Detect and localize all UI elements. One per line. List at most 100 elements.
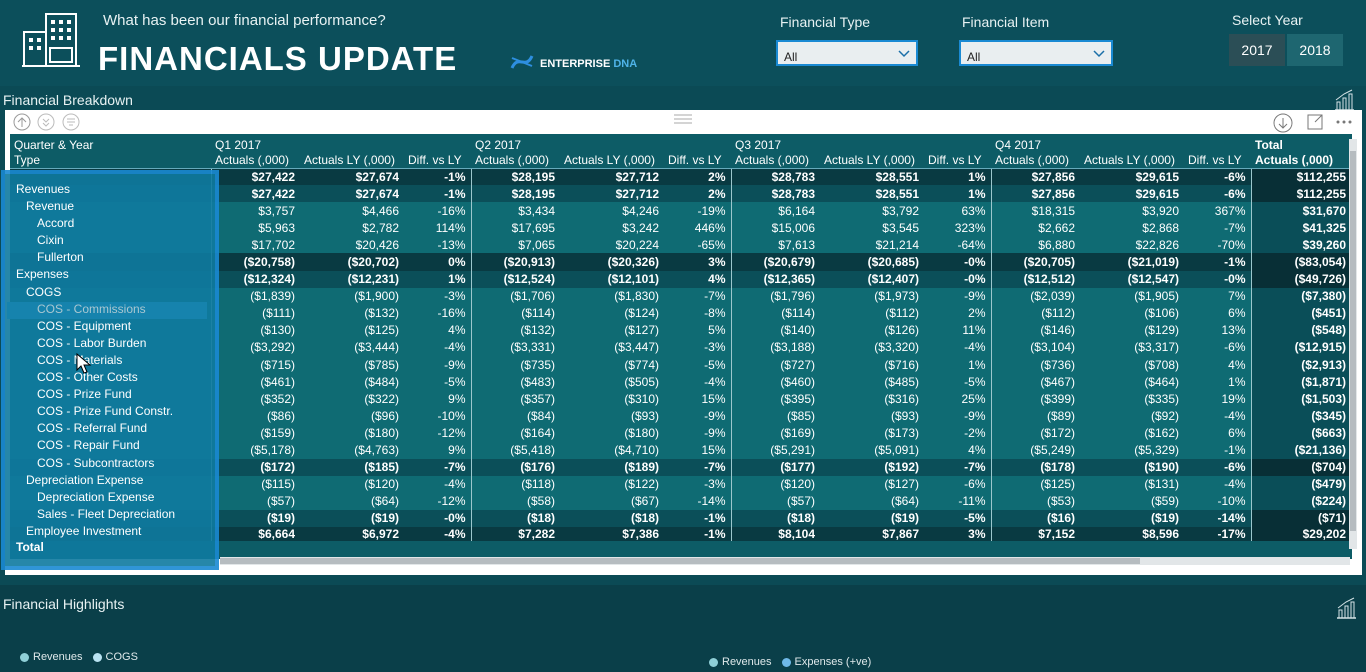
matrix-body: $27,422 $27,674 -1% $28,195 $27,712 2% $28,783…	[10, 168, 1351, 541]
col-actuals-header[interactable]: Actuals (,000)	[211, 152, 300, 169]
table-row[interactable]: $17,702 $20,426 -13% $7,065 $20,224 -65% $7,61…	[10, 236, 1351, 254]
value-cell: ($4,763)	[300, 441, 404, 459]
value-cell: ($20,758)	[210, 253, 300, 271]
quarter-header[interactable]: Q4 2017	[995, 138, 1042, 152]
vertical-scrollbar[interactable]	[1349, 139, 1357, 549]
drag-handle-icon[interactable]	[673, 112, 693, 130]
drill-down-level-icon[interactable]	[37, 113, 55, 136]
col-diff-header[interactable]: Diff. vs LY	[404, 152, 471, 169]
diff-cell: -19%	[664, 202, 731, 220]
value-cell: ($64)	[820, 492, 924, 510]
total-cell: ($1,871)	[1250, 373, 1351, 391]
col-actuals-ly-header[interactable]: Actuals LY (,000)	[560, 152, 664, 169]
drill-up-icon[interactable]	[13, 113, 31, 136]
horizontal-scrollbar[interactable]	[220, 557, 1350, 565]
row-header-selection	[1, 170, 219, 570]
focus-mode-icon[interactable]	[1306, 113, 1324, 136]
value-cell: ($93)	[820, 407, 924, 425]
financial-highlights-section	[0, 585, 1366, 672]
financial-item-filter: Financial Item All	[959, 14, 1113, 66]
col-actuals-header[interactable]: Actuals (,000)	[991, 152, 1080, 169]
expand-all-icon[interactable]	[62, 113, 80, 136]
row-header-item[interactable]: COS - Referral Fund	[37, 421, 148, 436]
row-header-item[interactable]: COS - Equipment	[37, 318, 132, 333]
value-cell: ($114)	[730, 304, 820, 322]
year-2017-button[interactable]: 2017	[1229, 34, 1285, 66]
diff-cell: -3%	[664, 338, 731, 357]
row-header-item[interactable]: COGS	[26, 284, 62, 299]
value-cell: $6,972	[300, 526, 404, 541]
value-cell: ($115)	[210, 475, 300, 493]
table-row[interactable]: ($172) ($185) -7% ($176) ($189) -7% ($177) ($19…	[10, 458, 1351, 476]
value-cell: ($460)	[730, 373, 820, 391]
diff-cell: 4%	[404, 321, 471, 339]
total-header[interactable]: Total	[1255, 138, 1283, 152]
row-header-item[interactable]: COS - Labor Burden	[37, 335, 147, 350]
financial-breakdown-title: Financial Breakdown	[3, 92, 133, 108]
col-actuals-ly-header[interactable]: Actuals LY (,000)	[1080, 152, 1184, 169]
row-header-item[interactable]: Expenses	[16, 267, 69, 282]
diff-cell: -3%	[664, 475, 731, 493]
row-header-item[interactable]: COS - Repair Fund	[37, 438, 140, 453]
diff-cell: -17%	[1184, 526, 1251, 541]
col-actuals-header[interactable]: Actuals (,000)	[731, 152, 820, 169]
table-row[interactable]: $27,422 $27,674 -1% $28,195 $27,712 2% $28,783…	[10, 168, 1351, 186]
diff-cell: -10%	[404, 407, 471, 425]
value-cell: $5,963	[210, 219, 300, 237]
table-row[interactable]: ($715) ($785) -9% ($735) ($774) -5% ($727) ($71…	[10, 356, 1351, 374]
diff-cell: 63%	[924, 202, 991, 220]
row-header-item[interactable]: COS - Prize Fund	[37, 387, 132, 402]
quarter-header[interactable]: Q1 2017	[215, 138, 262, 152]
diff-cell: -0%	[1184, 270, 1251, 288]
diff-cell: -6%	[1184, 338, 1251, 357]
col-actuals-ly-header[interactable]: Actuals LY (,000)	[820, 152, 924, 169]
col-diff-header[interactable]: Diff. vs LY	[664, 152, 731, 169]
table-row[interactable]: ($3,292) ($3,444) -4% ($3,331) ($3,447) -3% ($…	[10, 338, 1351, 357]
value-cell: ($58)	[470, 492, 560, 510]
value-cell: ($19)	[210, 509, 300, 527]
col-diff-header[interactable]: Diff. vs LY	[1184, 152, 1251, 169]
value-cell: ($5,249)	[990, 441, 1080, 459]
value-cell: ($192)	[820, 458, 924, 476]
more-options-icon[interactable]	[1335, 114, 1353, 132]
quarter-header[interactable]: Q3 2017	[735, 138, 782, 152]
row-header-item[interactable]: Depreciation Expense	[26, 472, 144, 487]
row-header-item[interactable]: Revenues	[16, 182, 71, 196]
col-diff-header[interactable]: Diff. vs LY	[924, 152, 991, 169]
value-cell: ($1,900)	[300, 287, 404, 305]
year-2018-button[interactable]: 2018	[1287, 34, 1343, 66]
row-header-type: Type	[10, 152, 211, 169]
row-header-item[interactable]: COS - Other Costs	[37, 370, 138, 385]
table-row[interactable]: ($1,839) ($1,900) -3% ($1,706) ($1,830) -7% ($…	[10, 287, 1351, 305]
row-header-item[interactable]: COS - Subcontractors	[37, 455, 155, 470]
value-cell: ($59)	[1080, 492, 1184, 510]
drill-mode-icon[interactable]	[1273, 113, 1293, 138]
row-header-item[interactable]: Depreciation Expense	[37, 489, 155, 504]
row-header-item[interactable]: COS - Prize Fund Constr.	[37, 404, 174, 419]
mouse-cursor-icon	[76, 352, 92, 380]
quarter-header[interactable]: Q2 2017	[475, 138, 522, 152]
row-header-item[interactable]: Revenue	[26, 199, 75, 214]
diff-cell: 25%	[924, 390, 991, 408]
row-header-item[interactable]: COS - Commissions	[7, 301, 207, 319]
col-actuals-ly-header[interactable]: Actuals LY (,000)	[300, 152, 404, 169]
row-header-item[interactable]: Sales - Fleet Depreciation	[37, 506, 176, 521]
table-row[interactable]: ($352) ($322) 9% ($357) ($310) 15% ($395) ($316…	[10, 390, 1351, 408]
col-actuals-header[interactable]: Actuals (,000)	[471, 152, 560, 169]
value-cell: ($3,317)	[1080, 338, 1184, 357]
diff-cell: -0%	[924, 270, 991, 288]
value-cell: ($84)	[470, 407, 560, 425]
row-header-item[interactable]: COS - Materials	[37, 352, 123, 367]
value-cell: $22,826	[1080, 236, 1184, 254]
row-header-item[interactable]: Fullerton	[37, 250, 84, 265]
financial-type-dropdown[interactable]: All	[776, 40, 918, 66]
value-cell: ($120)	[730, 475, 820, 493]
row-header-item[interactable]: Employee Investment	[26, 523, 142, 538]
row-header-item[interactable]: Accord	[37, 216, 75, 231]
row-header-item[interactable]: Cixin	[37, 233, 64, 248]
legend-label: Revenues	[33, 651, 83, 663]
col-total-actuals-header[interactable]: Actuals (,000)	[1251, 152, 1351, 169]
financial-matrix: Quarter & Year Q1 2017 Q2 2017 Q3 2017 Q…	[10, 134, 1351, 541]
financial-item-dropdown[interactable]: All	[959, 40, 1113, 66]
total-cell: $41,325	[1250, 219, 1351, 237]
